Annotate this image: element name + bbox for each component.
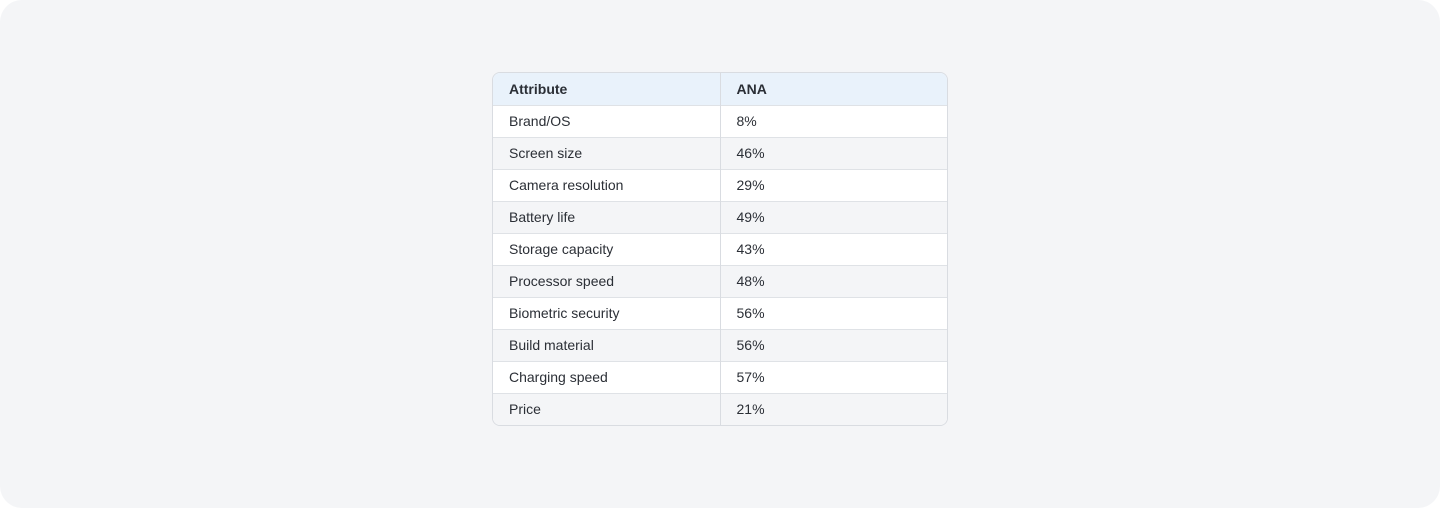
table-row: Price 21% xyxy=(493,392,947,425)
value-cell: 21% xyxy=(719,392,947,425)
value-cell: 46% xyxy=(719,136,947,169)
table-row: Storage capacity 43% xyxy=(493,232,947,265)
table-row: Build material 56% xyxy=(493,328,947,361)
value-cell: 29% xyxy=(719,168,947,201)
table-row: Brand/OS 8% xyxy=(493,104,947,137)
attribute-cell: Storage capacity xyxy=(493,232,720,265)
table-row: Charging speed 57% xyxy=(493,360,947,393)
column-header-ana: ANA xyxy=(719,73,947,105)
attribute-cell: Battery life xyxy=(493,200,720,233)
attribute-cell: Screen size xyxy=(493,136,720,169)
value-cell: 8% xyxy=(719,104,947,137)
table-row: Processor speed 48% xyxy=(493,264,947,297)
column-header-attribute: Attribute xyxy=(493,73,720,105)
table-header-row: Attribute ANA xyxy=(493,73,947,105)
value-cell: 43% xyxy=(719,232,947,265)
value-cell: 57% xyxy=(719,360,947,393)
attribute-cell: Charging speed xyxy=(493,360,720,393)
table-row: Battery life 49% xyxy=(493,200,947,233)
attribute-cell: Price xyxy=(493,392,720,425)
table-row: Biometric security 56% xyxy=(493,296,947,329)
data-table-container: Attribute ANA Brand/OS 8% Screen size 46… xyxy=(492,72,948,426)
value-cell: 56% xyxy=(719,328,947,361)
value-cell: 48% xyxy=(719,264,947,297)
attribute-cell: Biometric security xyxy=(493,296,720,329)
attribute-cell: Camera resolution xyxy=(493,168,720,201)
attribute-cell: Build material xyxy=(493,328,720,361)
attribute-cell: Processor speed xyxy=(493,264,720,297)
table-row: Screen size 46% xyxy=(493,136,947,169)
attribute-table: Attribute ANA Brand/OS 8% Screen size 46… xyxy=(493,73,947,425)
table-row: Camera resolution 29% xyxy=(493,168,947,201)
value-cell: 49% xyxy=(719,200,947,233)
value-cell: 56% xyxy=(719,296,947,329)
attribute-cell: Brand/OS xyxy=(493,104,720,137)
